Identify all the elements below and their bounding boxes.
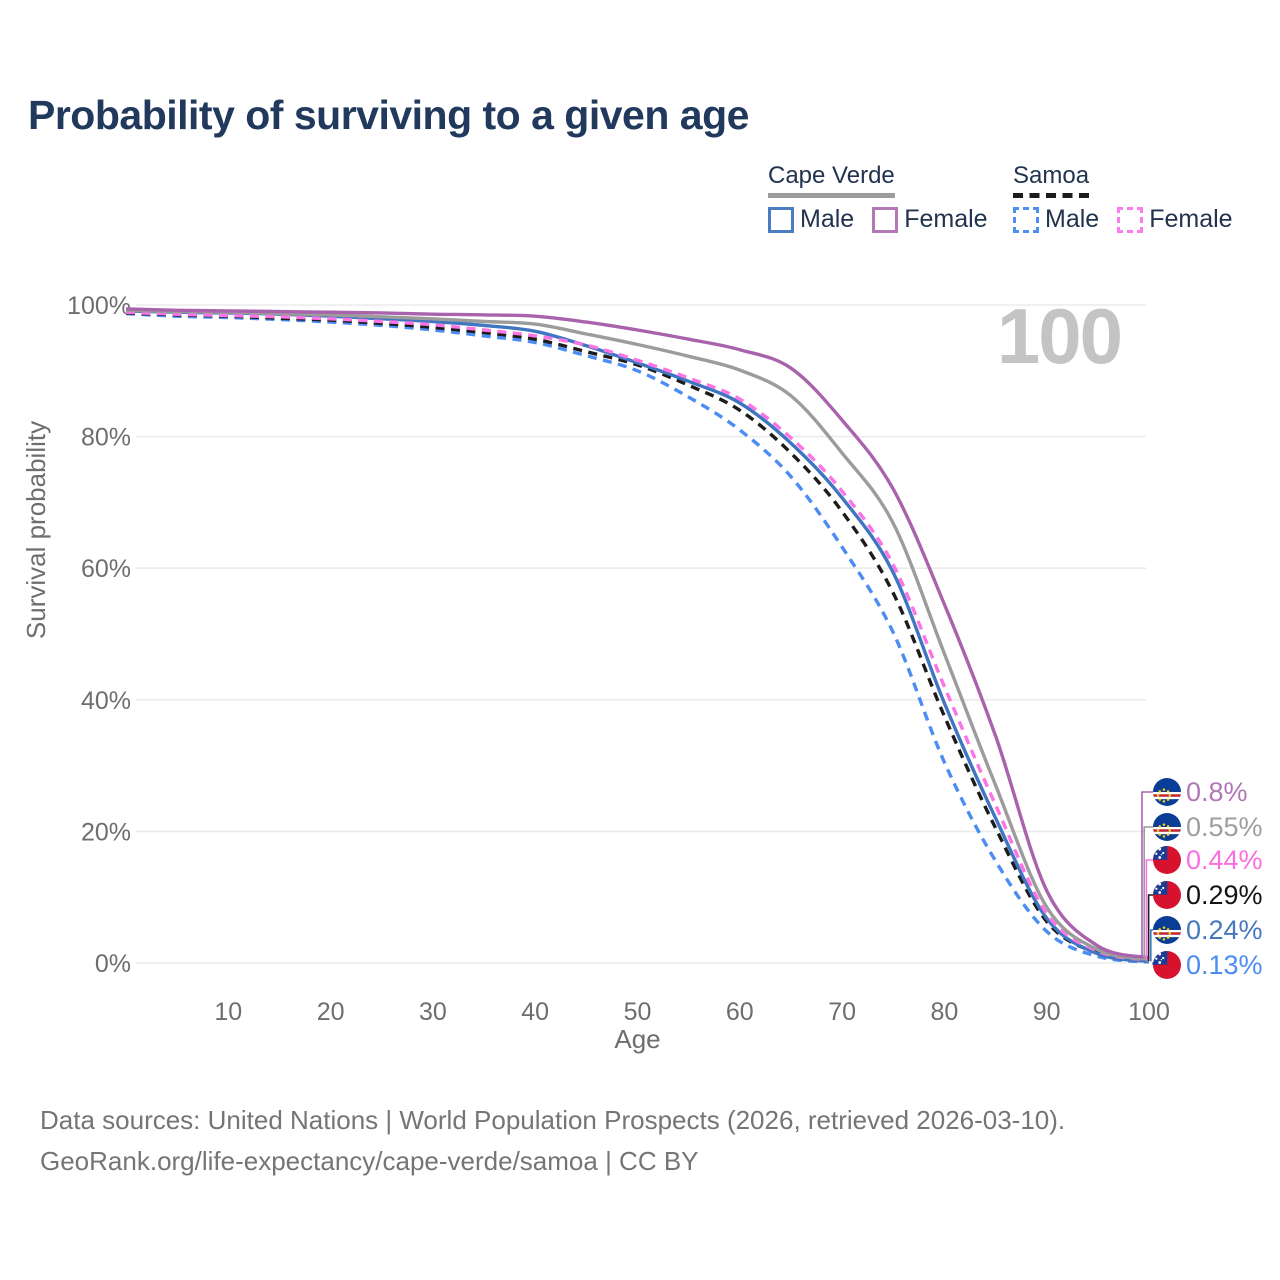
x-tick-90: 90 xyxy=(1033,998,1061,1026)
legend-swatch-samoa-male xyxy=(1013,206,1039,233)
y-tick-20%: 20% xyxy=(81,818,131,846)
legend-item-cape-verde-male[interactable]: Male xyxy=(768,205,854,234)
legend-item-samoa-female[interactable]: Female xyxy=(1117,205,1233,234)
y-tick-60%: 60% xyxy=(81,555,131,583)
legend-item-cape-verde-female[interactable]: Female xyxy=(872,205,988,234)
line-cape-verde-female[interactable] xyxy=(125,307,1150,960)
samoa-flag-icon xyxy=(1153,846,1181,874)
end-label-samoa-male: 0.13% xyxy=(1186,950,1263,980)
y-tick-100%: 100% xyxy=(67,292,131,320)
hover-age-watermark: 100 xyxy=(997,292,1121,380)
y-tick-80%: 80% xyxy=(81,424,131,452)
x-tick-30: 30 xyxy=(419,998,447,1026)
cape-verde-flag-icon xyxy=(1153,778,1181,806)
legend-country-samoa[interactable]: Samoa xyxy=(1013,162,1090,198)
end-label-cape-verde-total: 0.55% xyxy=(1186,812,1263,842)
line-cape-verde-male[interactable] xyxy=(125,309,1150,964)
end-connector-cape-verde-total xyxy=(1143,826,1153,960)
cape-verde-flag-icon xyxy=(1153,916,1181,944)
legend-label-cape-verde-female: Female xyxy=(904,205,988,233)
cape-verde-flag-icon xyxy=(1153,813,1181,841)
line-cape-verde-total[interactable] xyxy=(125,308,1150,962)
footer-data-sources: Data sources: United Nations | World Pop… xyxy=(40,1105,1066,1135)
x-tick-40: 40 xyxy=(521,998,549,1026)
legend-swatch-cape-verde-male xyxy=(768,206,794,233)
end-connector-samoa-total xyxy=(1147,894,1153,962)
legend-label-cape-verde-male: Male xyxy=(800,205,855,233)
y-tick-40%: 40% xyxy=(81,687,131,715)
end-connector-cape-verde-male xyxy=(1150,929,1153,962)
footer-attribution: GeoRank.org/life-expectancy/cape-verde/s… xyxy=(40,1146,699,1176)
x-tick-50: 50 xyxy=(624,998,652,1026)
end-connector-samoa-female xyxy=(1145,859,1153,961)
legend-swatch-cape-verde-female xyxy=(872,206,899,233)
samoa-flag-icon xyxy=(1153,951,1181,979)
legend-label-samoa-female: Female xyxy=(1149,205,1233,233)
legend-country-cape-verde[interactable]: Cape Verde xyxy=(768,162,895,198)
x-tick-60: 60 xyxy=(726,998,754,1026)
end-label-cape-verde-male: 0.24% xyxy=(1186,915,1263,945)
x-tick-20: 20 xyxy=(317,998,345,1026)
y-axis-title: Survival probability xyxy=(21,421,51,639)
legend-item-samoa-male[interactable]: Male xyxy=(1013,205,1099,234)
y-tick-0%: 0% xyxy=(95,950,131,978)
line-samoa-female[interactable] xyxy=(125,310,1150,962)
x-tick-10: 10 xyxy=(214,998,242,1026)
footer: Data sources: United Nations | World Pop… xyxy=(40,1100,1065,1182)
legend-label-samoa-male: Male xyxy=(1045,205,1100,233)
x-tick-80: 80 xyxy=(930,998,958,1026)
end-label-cape-verde-female: 0.8% xyxy=(1186,777,1248,807)
legend-swatch-samoa-female xyxy=(1117,206,1144,233)
x-tick-70: 70 xyxy=(828,998,856,1026)
page-title: Probability of surviving to a given age xyxy=(28,92,749,138)
end-connector-cape-verde-female xyxy=(1141,791,1153,958)
end-label-samoa-total: 0.29% xyxy=(1186,880,1263,910)
line-samoa-total[interactable] xyxy=(125,311,1150,963)
samoa-flag-icon xyxy=(1153,881,1181,909)
end-label-samoa-female: 0.44% xyxy=(1186,845,1263,875)
x-axis-title: Age xyxy=(614,1024,660,1054)
legend-group-samoa: Samoa Male Female xyxy=(1013,162,1233,234)
x-tick-100: 100 xyxy=(1128,998,1170,1026)
legend-group-cape-verde: Cape Verde Male Female xyxy=(768,162,988,234)
line-samoa-male[interactable] xyxy=(125,311,1150,964)
